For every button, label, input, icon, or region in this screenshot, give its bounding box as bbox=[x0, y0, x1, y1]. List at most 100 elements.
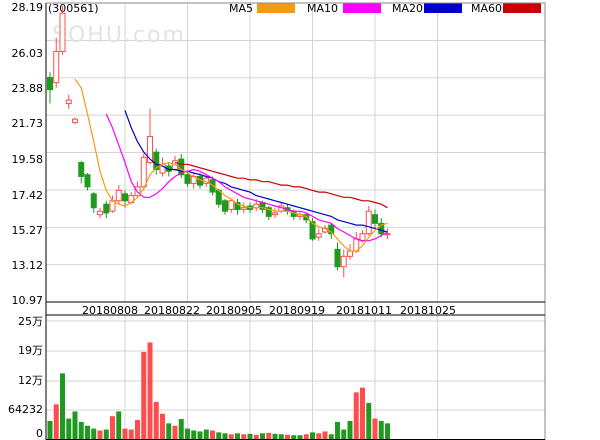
volume-bar bbox=[147, 342, 153, 440]
volume-bar bbox=[60, 373, 65, 440]
y-tick-label: 26.03 bbox=[12, 47, 44, 60]
candle-body bbox=[265, 207, 272, 217]
candle-body bbox=[147, 136, 153, 164]
volume-bar bbox=[360, 387, 365, 440]
candle-body bbox=[372, 214, 378, 224]
volume-bar bbox=[128, 429, 134, 440]
volume-bar bbox=[191, 430, 197, 440]
volume-bar bbox=[247, 433, 253, 440]
candle-body bbox=[272, 212, 278, 216]
volume-bar bbox=[97, 430, 103, 440]
volume-tick-label: 12万 bbox=[18, 374, 43, 387]
moving-averages bbox=[74, 78, 388, 252]
volume-bar bbox=[166, 423, 172, 440]
candle-body bbox=[84, 174, 91, 188]
candle-body bbox=[328, 224, 335, 235]
candle-body bbox=[122, 193, 128, 202]
volume-tick-label: 25万 bbox=[18, 315, 43, 328]
volume-bar bbox=[285, 434, 290, 440]
volume-bar bbox=[91, 428, 97, 440]
volume-bar bbox=[66, 418, 72, 440]
legend-ma10-label: MA10 bbox=[307, 2, 338, 15]
volume-bar bbox=[78, 421, 84, 440]
x-date-label: 20180919 bbox=[269, 304, 325, 317]
volume-bar bbox=[178, 419, 184, 440]
volume-bar bbox=[272, 433, 278, 440]
volume-bar bbox=[85, 425, 90, 440]
candle-body bbox=[140, 156, 147, 188]
volume-tick-label: 64232 bbox=[8, 403, 43, 416]
volume-tick-label: 19万 bbox=[18, 344, 43, 357]
candle-body bbox=[309, 221, 316, 240]
x-date-label: 20180905 bbox=[206, 304, 262, 317]
volume-bar bbox=[47, 420, 53, 440]
volume-bar bbox=[303, 434, 309, 440]
ma5-line bbox=[74, 78, 388, 252]
candle-body bbox=[59, 12, 66, 52]
volume-bar bbox=[278, 434, 284, 440]
stock-code: (300561) bbox=[48, 2, 99, 15]
volume-bar bbox=[328, 434, 334, 440]
candle-body bbox=[340, 255, 347, 268]
candle-body bbox=[72, 118, 78, 124]
volume-bar bbox=[228, 434, 234, 440]
volume-bar bbox=[372, 418, 378, 440]
candle-body bbox=[347, 250, 353, 257]
ma10-line bbox=[105, 113, 388, 242]
volume-bar bbox=[141, 351, 147, 440]
y-tick-label: 23.88 bbox=[12, 82, 44, 95]
volume-bar bbox=[335, 421, 340, 440]
volume-bar bbox=[347, 420, 353, 440]
candle-body bbox=[90, 193, 97, 209]
volume-bar bbox=[172, 425, 178, 440]
candle-body bbox=[115, 189, 122, 202]
y-tick-label: 21.73 bbox=[12, 117, 44, 130]
y-tick-label: 15.27 bbox=[12, 224, 44, 237]
volume-bar bbox=[310, 432, 315, 440]
legend-ma20-swatch bbox=[424, 3, 462, 13]
volume-tick-label: 0 bbox=[36, 427, 43, 440]
volume-bar bbox=[297, 435, 303, 440]
candle-body bbox=[47, 76, 53, 91]
ma20-line bbox=[124, 110, 388, 233]
volume-bar bbox=[385, 423, 390, 440]
legend-ma60-label: MA60 bbox=[471, 2, 502, 15]
y-tick-label: 28.19 bbox=[12, 1, 44, 14]
candle-body bbox=[209, 179, 216, 193]
volume-bar bbox=[116, 411, 122, 440]
candle-body bbox=[65, 99, 72, 105]
legend-ma60-swatch bbox=[503, 3, 541, 13]
y-tick-label: 17.42 bbox=[12, 189, 44, 202]
candle-body bbox=[303, 214, 310, 221]
volume-bar bbox=[260, 433, 265, 440]
candle-body bbox=[97, 210, 103, 216]
candle-body bbox=[228, 200, 235, 210]
y-tick-label: 19.58 bbox=[12, 153, 44, 166]
volume-bar bbox=[322, 431, 328, 440]
watermark: SOHU.com bbox=[52, 23, 186, 48]
volume-bar bbox=[253, 434, 259, 440]
x-date-label: 20180822 bbox=[144, 304, 200, 317]
y-tick-label: 13.12 bbox=[12, 259, 44, 272]
volume-bar bbox=[122, 428, 128, 440]
candle-body bbox=[315, 233, 322, 238]
candle-body bbox=[240, 207, 247, 210]
candle-body bbox=[334, 248, 341, 268]
candle-body bbox=[78, 162, 85, 177]
volume-bar bbox=[266, 432, 272, 440]
axes bbox=[45, 2, 546, 440]
volume-bar bbox=[353, 392, 359, 440]
candle-body bbox=[234, 202, 241, 210]
volume-bar bbox=[316, 433, 322, 440]
volume-bar bbox=[216, 432, 222, 440]
volume-bar bbox=[241, 434, 247, 440]
volume-bar bbox=[210, 430, 215, 440]
volume-bar bbox=[235, 433, 240, 440]
candle-body bbox=[365, 210, 372, 235]
candle-body bbox=[53, 50, 60, 84]
legend-ma20-label: MA20 bbox=[392, 2, 423, 15]
volume-bar bbox=[160, 413, 165, 440]
volume-bar bbox=[341, 429, 347, 440]
volume-bar bbox=[366, 402, 372, 440]
